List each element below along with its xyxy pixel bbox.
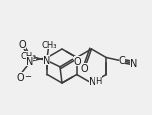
Text: N: N <box>89 77 97 87</box>
Text: N: N <box>43 56 50 66</box>
Text: C: C <box>119 55 126 65</box>
Text: O: O <box>81 63 88 73</box>
Text: O: O <box>16 72 24 82</box>
Text: O: O <box>18 40 26 50</box>
Text: −: − <box>24 72 31 81</box>
Text: +: + <box>32 55 37 60</box>
Text: CH₃: CH₃ <box>20 52 36 61</box>
Text: O: O <box>74 56 82 66</box>
Text: N: N <box>26 57 33 67</box>
Text: CH₃: CH₃ <box>42 40 57 49</box>
Text: N: N <box>130 58 138 68</box>
Text: H: H <box>95 76 102 85</box>
